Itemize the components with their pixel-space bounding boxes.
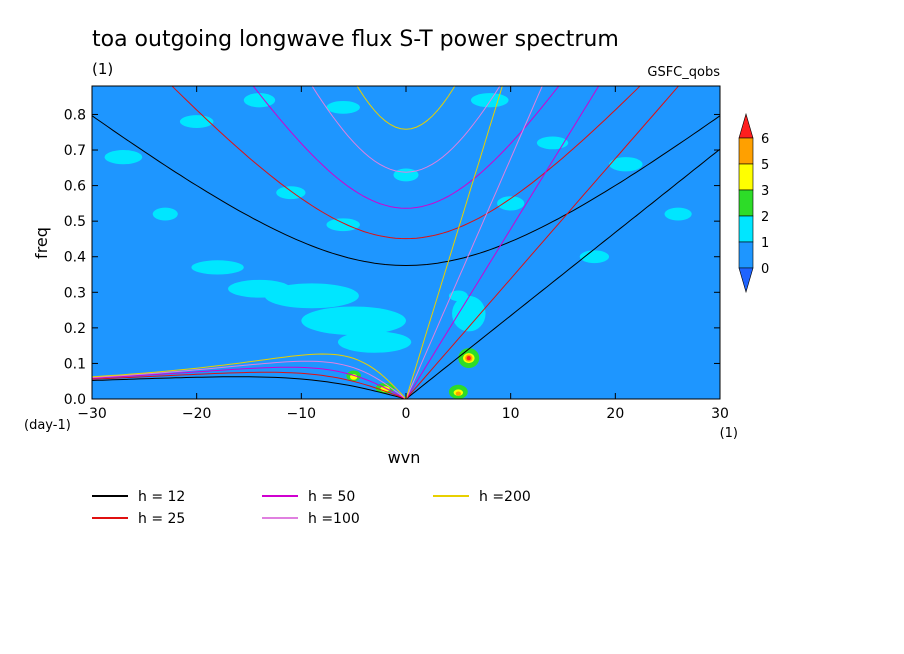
- rossby-wave-curve: [92, 371, 407, 399]
- gravity-wave-curve: [252, 86, 560, 209]
- kelvin-wave-curve: [405, 86, 600, 399]
- x-tick-label: 20: [606, 406, 624, 422]
- source-label: GSFC_qobs: [647, 65, 720, 80]
- contour-patch: [228, 279, 291, 298]
- colorbar-swatch: [738, 163, 754, 191]
- contour-patch: [104, 150, 143, 165]
- legend-label: h = 25: [138, 511, 185, 527]
- x-axis-label: wvn: [388, 448, 421, 467]
- y-axis-label: freq: [32, 227, 51, 259]
- colorbar-swatch: [738, 112, 754, 139]
- x-tick-label: −10: [287, 406, 317, 422]
- gravity-wave-curve: [171, 86, 641, 240]
- contour-patch: [326, 100, 360, 114]
- colorbar-swatch: [738, 241, 754, 269]
- legend: h = 12 h = 25 h = 50 h =100 h =200: [92, 489, 531, 527]
- chart-title: toa outgoing longwave flux S-T power spe…: [92, 27, 619, 52]
- gravity-wave-curve: [311, 86, 501, 173]
- legend-label: h = 12: [138, 489, 185, 505]
- colorbar-label: 0: [761, 262, 769, 277]
- x-tick-label: 10: [502, 406, 520, 422]
- rossby-wave-curve: [92, 360, 407, 399]
- contour-patch: [326, 218, 360, 232]
- y-tick-label: 0.4: [64, 250, 86, 266]
- contour-patch: [466, 355, 471, 361]
- kelvin-wave-curve: [405, 86, 503, 399]
- y-tick-label: 0.3: [64, 285, 86, 301]
- contour-patch: [455, 391, 461, 396]
- y-tick-label: 0.8: [64, 107, 86, 123]
- colorbar-swatch: [738, 137, 754, 165]
- colorbar-swatch: [738, 215, 754, 243]
- rossby-wave-curve: [92, 353, 407, 399]
- x-tick-label: −20: [182, 406, 212, 422]
- colorbar-label: 1: [761, 236, 769, 251]
- rossby-wave-curve: [92, 366, 407, 399]
- y-unit-label: (day-1): [24, 418, 71, 433]
- legend-label: h = 50: [308, 489, 355, 505]
- gravity-wave-curve: [356, 86, 456, 130]
- colorbar-label: 6: [761, 132, 769, 147]
- contour-patch: [579, 250, 610, 264]
- y-tick-label: 0.5: [64, 214, 86, 230]
- contour-patch: [337, 331, 412, 353]
- contour-patch: [497, 196, 525, 211]
- units-label: (1): [92, 60, 113, 78]
- contour-patch: [536, 136, 569, 150]
- contour-patch: [452, 295, 486, 332]
- contour-patch: [393, 168, 419, 182]
- contour-patch: [470, 93, 509, 108]
- colorbar-label: 3: [761, 184, 769, 199]
- kelvin-wave-curve: [405, 148, 720, 399]
- plot-area: −30 −20 −10 0 10 20 30 0.0 0.1 0.2 0.3 0.4 0.5 0.6 0.…: [64, 85, 729, 422]
- colorbar-swatch: [738, 267, 754, 294]
- kelvin-wave-curve: [405, 86, 680, 399]
- y-tick-label: 0.0: [64, 392, 86, 408]
- contour-patch: [243, 93, 276, 108]
- rossby-wave-curve: [92, 376, 407, 399]
- contour-patch: [276, 186, 306, 200]
- colorbar-swatch: [738, 189, 754, 217]
- legend-label: h =100: [308, 511, 360, 527]
- x-tick-label: 30: [711, 406, 729, 422]
- gravity-wave-curve: [92, 115, 720, 267]
- y-tick-label: 0.2: [64, 321, 86, 337]
- contour-patch: [301, 306, 406, 335]
- y-tick-label: 0.1: [64, 356, 86, 372]
- contour-patch: [609, 157, 643, 172]
- x-unit-label: (1): [720, 426, 738, 441]
- contour-patch: [664, 207, 692, 221]
- contour-patch: [191, 260, 244, 275]
- colorbar: 0 1 2 3 5 6: [738, 112, 769, 294]
- contour-patch: [448, 290, 468, 302]
- plot-background: [92, 86, 720, 399]
- colorbar-label: 2: [761, 210, 769, 225]
- x-tick-label: −30: [77, 406, 107, 422]
- colorbar-label: 5: [761, 158, 769, 173]
- y-tick-label: 0.7: [64, 143, 86, 159]
- x-tick-label: 0: [402, 406, 411, 422]
- contour-patch: [152, 207, 178, 221]
- legend-label: h =200: [479, 489, 531, 505]
- kelvin-wave-curve: [405, 86, 543, 399]
- y-tick-label: 0.6: [64, 179, 86, 195]
